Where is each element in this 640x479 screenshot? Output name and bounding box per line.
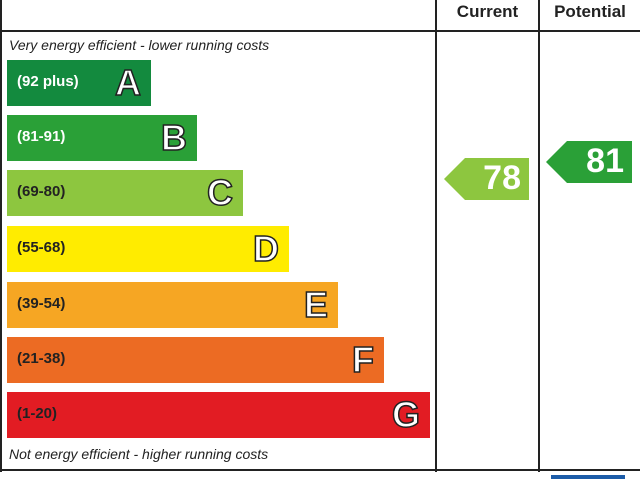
band-range: (39-54)	[17, 295, 66, 312]
band-e: (39-54) E	[7, 282, 338, 328]
band-range: (55-68)	[17, 239, 66, 256]
potential-rating-value: 81	[586, 142, 624, 180]
band-a: (92 plus) A	[7, 60, 151, 106]
band-letter: E	[303, 283, 329, 326]
band-f: (21-38) F	[7, 337, 384, 383]
band-letter: D	[252, 227, 280, 270]
column-divider-potential	[538, 0, 540, 472]
band-d: (55-68) D	[7, 226, 289, 272]
band-range: (69-80)	[17, 183, 66, 200]
band-letter: A	[114, 61, 142, 104]
band-c: (69-80) C	[7, 170, 243, 216]
band-letter: B	[160, 116, 188, 159]
band-g: (1-20) G	[7, 392, 430, 438]
band-range: (1-20)	[17, 405, 58, 422]
header-divider	[0, 30, 640, 32]
band-range: (21-38)	[17, 350, 66, 367]
blue-element	[551, 475, 625, 479]
header-current: Current	[456, 2, 519, 21]
current-rating-value: 78	[483, 159, 521, 197]
current-rating-arrow: 78	[444, 158, 529, 200]
left-border	[0, 0, 2, 472]
band-range: (92 plus)	[17, 73, 79, 90]
column-divider-current	[435, 0, 437, 472]
band-letter: G	[391, 393, 421, 436]
potential-rating-arrow: 81	[546, 141, 632, 183]
band-b: (81-91) B	[7, 115, 197, 161]
band-letter: C	[206, 171, 234, 214]
bottom-border	[0, 469, 640, 471]
top-note: Very energy efficient - lower running co…	[9, 37, 270, 53]
band-letter: F	[351, 338, 375, 381]
header-potential: Potential	[554, 2, 626, 21]
band-range: (81-91)	[17, 128, 66, 145]
bottom-note: Not energy efficient - higher running co…	[9, 446, 269, 462]
